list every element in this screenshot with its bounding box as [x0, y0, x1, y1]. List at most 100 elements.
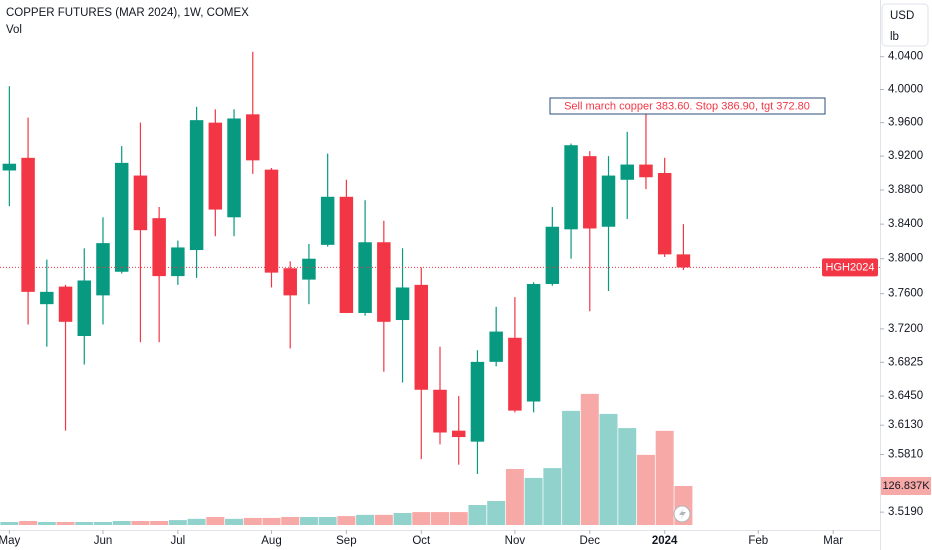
candle-body: [339, 196, 354, 313]
volume-bar: [337, 516, 356, 525]
candle-body: [451, 430, 466, 438]
volume-label-box: [881, 476, 931, 495]
candle-body: [302, 258, 316, 280]
volume-bar: [75, 521, 94, 525]
x-tick-label: Jun: [94, 535, 113, 547]
candle-body: [2, 163, 17, 171]
volume-bar: [487, 501, 506, 525]
volume-bar: [168, 520, 187, 525]
candle-body: [283, 268, 297, 296]
symbol-label: HGH2024: [826, 261, 875, 273]
y-tick-label: 3.6130: [888, 419, 923, 431]
candle-body: [620, 164, 634, 180]
volume-bar: [580, 393, 599, 525]
y-tick-label: 4.0400: [888, 51, 923, 63]
x-tick-label: Feb: [748, 535, 768, 547]
volume-bar: [393, 513, 412, 525]
volume-bar: [262, 517, 281, 525]
candle-body: [96, 243, 110, 296]
volume-bar: [112, 521, 131, 525]
last-price-box: [822, 258, 878, 277]
candle-body: [470, 361, 485, 442]
candle-body: [40, 291, 54, 305]
volume-bar: [505, 469, 524, 525]
y-tick-label: 4.0000: [888, 84, 923, 96]
volume-bar: [281, 517, 300, 525]
y-tick-label: 3.5810: [888, 449, 923, 461]
volume-bar: [543, 468, 562, 525]
volume-bar: [37, 521, 56, 525]
volume-bar: [655, 430, 674, 525]
unit[interactable]: lb: [890, 31, 899, 43]
candle-body: [508, 337, 522, 411]
annotation-box: [549, 97, 826, 115]
candle-body: [489, 331, 503, 362]
volume-bar: [131, 521, 150, 525]
candle-body: [208, 122, 223, 210]
candle-body: [21, 157, 35, 292]
candle-body: [676, 254, 691, 268]
y-tick-label: 3.9200: [888, 150, 923, 162]
candle-body: [377, 242, 391, 322]
volume-bar: [56, 521, 75, 525]
volume-bar: [150, 521, 169, 525]
candle-body: [189, 120, 204, 251]
x-tick-label: Jul: [171, 535, 186, 547]
candle-body: [227, 118, 241, 218]
volume-bar: [374, 514, 393, 525]
volume-bar: [299, 517, 318, 525]
x-tick-label: Sep: [336, 535, 356, 547]
chart-title: COPPER FUTURES (MAR 2024), 1W, COMEX: [6, 7, 249, 19]
x-tick-label: Nov: [505, 535, 526, 547]
candle-body: [545, 226, 560, 284]
volume-bar: [524, 477, 543, 525]
volume-bar: [187, 518, 206, 525]
volume-bar: [599, 413, 618, 525]
volume-bar: [225, 518, 244, 525]
y-tick-label: 3.8000: [888, 253, 923, 265]
candle-body: [433, 389, 447, 433]
x-tick-label: 2024: [652, 535, 678, 547]
volume-title: Vol: [6, 24, 22, 36]
volume-bar: [318, 517, 337, 525]
candle-body: [358, 242, 372, 313]
volume-bar: [562, 410, 581, 525]
x-tick-label: Oct: [412, 535, 431, 547]
currency[interactable]: USD: [890, 10, 914, 22]
candle-body: [320, 196, 335, 245]
volume-bar: [93, 521, 112, 525]
annotation: Sell march copper 383.60. Stop 386.90, t…: [564, 100, 810, 112]
volume-bar: [356, 514, 375, 525]
volume-bar: [431, 512, 449, 525]
candle-body: [58, 286, 73, 322]
volume-bar: [19, 521, 38, 525]
candle-body: [639, 164, 653, 178]
candle-body: [395, 287, 410, 321]
candle-body: [264, 169, 279, 273]
y-tick-label: 3.9600: [888, 117, 923, 129]
unit-box[interactable]: [881, 3, 929, 47]
y-tick-label: 3.8800: [888, 184, 923, 196]
candle-body: [152, 218, 166, 277]
candle-body: [526, 283, 541, 402]
volume-bar: [206, 517, 225, 525]
candle-body: [657, 173, 672, 255]
x-tick-label: Aug: [261, 535, 281, 547]
y-tick-label: 3.8400: [888, 218, 923, 230]
candle-body: [171, 247, 185, 277]
candle-body: [583, 156, 597, 229]
volume-bar: [0, 521, 19, 525]
y-tick-label: 3.5190: [888, 506, 923, 518]
y-tick-label: 3.7600: [888, 288, 923, 300]
y-tick-label: 3.6450: [888, 390, 923, 402]
volume-bar: [449, 512, 468, 525]
x-tick-label: May: [0, 535, 20, 547]
candle-body: [246, 114, 260, 161]
candle-body: [114, 162, 129, 272]
plot-area: [0, 51, 693, 525]
volume-bar: [636, 454, 655, 525]
y-tick-label: 3.6825: [888, 356, 923, 368]
x-tick-label: Dec: [580, 535, 601, 547]
